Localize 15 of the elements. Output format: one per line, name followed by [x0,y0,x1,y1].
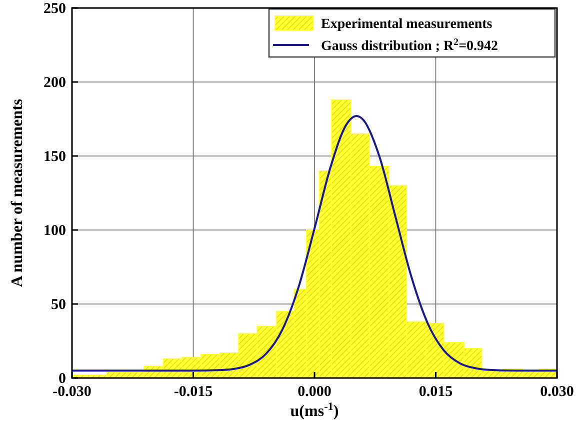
x-tick-label: -0.015 [174,384,213,400]
y-tick-label: 200 [44,75,66,91]
y-tick-label: 100 [44,223,66,239]
x-axis-title: u(ms$^{-1}$) [290,401,339,420]
y-tick-label: 250 [44,1,66,17]
legend-label: Experimental measurements [321,17,493,32]
y-tick-label: 150 [44,149,66,165]
y-axis-title: A number of measurements [9,98,26,288]
x-tick-label: -0.030 [52,384,92,400]
x-tick-label: 0.015 [418,384,453,400]
x-tick-label: 0.030 [540,384,574,400]
y-tick-label: 50 [51,297,66,313]
x-tick-label: 0.000 [298,384,332,400]
y-tick-label: 0 [58,371,66,387]
legend-label: Gauss distribution ; R$^{2}$=0.942 [321,36,498,54]
